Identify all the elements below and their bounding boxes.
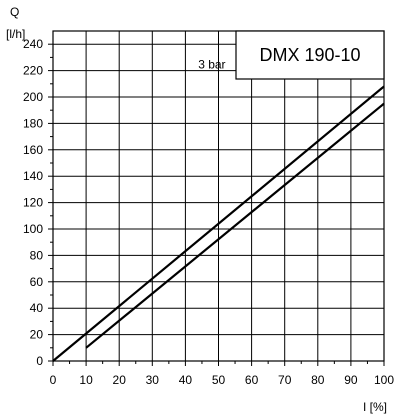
y-tick-label: 140 — [23, 169, 43, 183]
chart-title: DMX 190-10 — [259, 45, 360, 65]
x-axis-label: I [%] — [363, 400, 387, 414]
chart-title-box: DMX 190-10 — [236, 31, 384, 79]
x-tick-label: 50 — [212, 373, 226, 387]
ticks-layer — [48, 44, 384, 366]
x-tick-label: 100 — [374, 373, 394, 387]
y-tick-label: 160 — [23, 143, 43, 157]
y-tick-label: 20 — [30, 328, 44, 342]
y-tick-label: 180 — [23, 116, 43, 130]
y-axis-label-q: Q — [10, 5, 19, 19]
y-tick-label: 240 — [23, 37, 43, 51]
x-tick-label: 10 — [79, 373, 93, 387]
series-label-3-bar: 3 bar — [198, 58, 225, 72]
x-tick-label: 20 — [113, 373, 127, 387]
y-tick-label: 80 — [30, 248, 44, 262]
y-tick-label: 120 — [23, 196, 43, 210]
x-tick-label: 90 — [344, 373, 358, 387]
x-tick-label: 30 — [146, 373, 160, 387]
x-tick-label: 70 — [278, 373, 292, 387]
x-tick-label: 0 — [50, 373, 57, 387]
x-tick-label: 60 — [245, 373, 259, 387]
grid-layer — [53, 31, 384, 361]
y-tick-label: 200 — [23, 90, 43, 104]
x-tick-label: 40 — [179, 373, 193, 387]
y-tick-label: 40 — [30, 301, 44, 315]
x-tick-label: 80 — [311, 373, 325, 387]
y-tick-label: 60 — [30, 275, 44, 289]
y-axis-label-unit: [l/h] — [6, 27, 25, 41]
y-tick-label: 220 — [23, 64, 43, 78]
y-tick-label: 0 — [36, 354, 43, 368]
y-tick-label: 100 — [23, 222, 43, 236]
series-line-10-bar — [86, 104, 384, 348]
